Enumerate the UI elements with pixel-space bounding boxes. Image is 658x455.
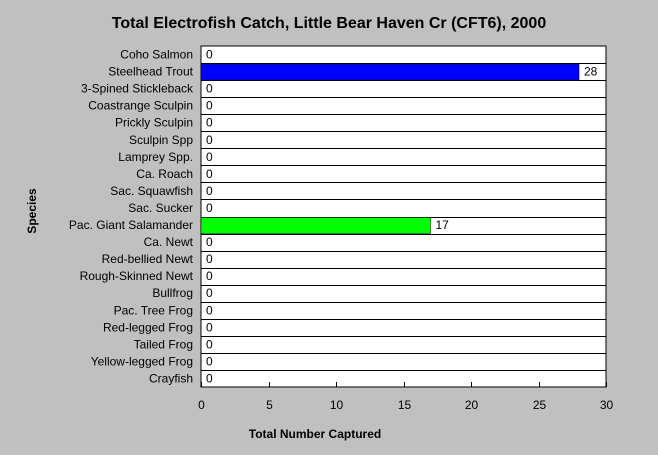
x-tick-label: 5 xyxy=(266,398,273,412)
x-tick-label: 30 xyxy=(600,398,614,412)
data-label: 0 xyxy=(206,286,213,300)
category-label: Prickly Sculpin xyxy=(115,116,193,130)
category-label: Pac. Giant Salamander xyxy=(69,218,193,232)
category-label: Red-bellied Newt xyxy=(102,252,194,266)
data-label: 0 xyxy=(206,99,213,113)
data-label: 0 xyxy=(206,269,213,283)
plot-area xyxy=(200,45,607,388)
x-tick-label: 15 xyxy=(398,398,412,412)
data-label: 0 xyxy=(206,252,213,266)
data-label: 0 xyxy=(206,235,213,249)
x-axis-ticks: 0 5 10 15 20 25 30 xyxy=(198,382,613,412)
data-label: 0 xyxy=(206,320,213,334)
category-label: Ca. Newt xyxy=(144,235,194,249)
category-labels: Coho Salmon Steelhead Trout 3-Spined Stick… xyxy=(69,48,194,386)
x-tick-label: 20 xyxy=(465,398,479,412)
data-label: 0 xyxy=(206,337,213,351)
data-label: 0 xyxy=(206,82,213,96)
data-labels: 0 28 0 0 0 0 0 0 0 0 17 0 0 0 0 0 0 0 0 0 xyxy=(206,48,598,386)
category-label: Bullfrog xyxy=(152,286,193,300)
bar xyxy=(200,63,580,81)
data-label: 17 xyxy=(436,218,450,232)
data-label: 0 xyxy=(206,116,213,130)
chart-title: Total Electrofish Catch, Little Bear Hav… xyxy=(112,15,547,32)
bars xyxy=(200,63,580,234)
category-label: Sculpin Spp xyxy=(129,133,193,147)
data-label: 0 xyxy=(206,167,213,181)
data-label: 0 xyxy=(206,303,213,317)
data-label: 0 xyxy=(206,48,213,62)
data-label: 0 xyxy=(206,184,213,198)
category-label: Sac. Squawfish xyxy=(110,184,193,198)
category-label: 3-Spined Stickleback xyxy=(81,82,194,96)
category-label: Crayfish xyxy=(149,371,193,385)
category-label: Tailed Frog xyxy=(134,337,193,351)
bar xyxy=(200,217,431,234)
data-label: 0 xyxy=(206,133,213,147)
x-tick-label: 10 xyxy=(330,398,344,412)
x-tick-label: 25 xyxy=(533,398,547,412)
category-label: Coho Salmon xyxy=(120,48,193,62)
category-label: Lamprey Spp. xyxy=(118,150,193,164)
category-label: Rough-Skinned Newt xyxy=(80,269,194,283)
data-label: 0 xyxy=(206,354,213,368)
category-label: Pac. Tree Frog xyxy=(114,303,193,317)
data-label: 0 xyxy=(206,150,213,164)
x-tick-label: 0 xyxy=(198,398,205,412)
data-label: 0 xyxy=(206,201,213,215)
category-label: Steelhead Trout xyxy=(108,65,193,79)
data-label: 28 xyxy=(584,65,598,79)
category-label: Yellow-legged Frog xyxy=(91,354,193,368)
data-label: 0 xyxy=(206,371,213,385)
x-axis-title: Total Number Captured xyxy=(249,427,381,441)
category-label: Ca. Roach xyxy=(136,167,193,181)
y-axis-title: Species xyxy=(25,188,39,234)
category-label: Sac. Sucker xyxy=(128,201,193,215)
category-label: Red-legged Frog xyxy=(103,320,193,334)
category-label: Coastrange Sculpin xyxy=(88,99,193,113)
